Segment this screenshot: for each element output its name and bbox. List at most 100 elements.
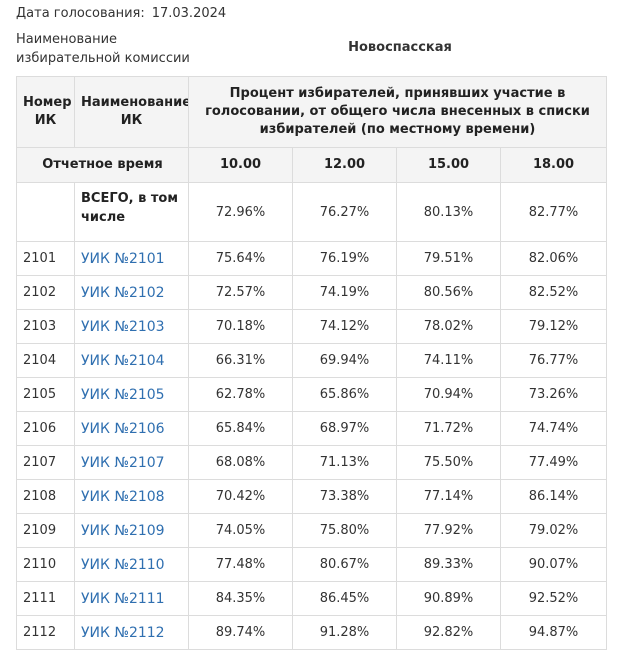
vote-date-label: Дата голосования: [16, 6, 145, 21]
commission-name: Новоспасская [348, 40, 452, 55]
commission-link[interactable]: УИК №2110 [81, 556, 165, 573]
commission-name-cell: УИК №2107 [74, 445, 189, 480]
vote-date: Дата голосования: 17.03.2024 [16, 6, 226, 21]
turnout-value: 79.51% [396, 241, 501, 276]
commission-link[interactable]: УИК №2109 [81, 522, 165, 539]
time-header: 10.00 [188, 147, 293, 183]
commission-name-cell: УИК №2101 [74, 241, 189, 276]
turnout-value: 92.82% [396, 615, 501, 650]
commission-link[interactable]: УИК №2105 [81, 386, 165, 403]
table-row: 2107 УИК №2107 68.08% 71.13% 75.50% 77.49% [16, 445, 607, 480]
turnout-value: 74.12% [292, 309, 397, 344]
turnout-value: 75.80% [292, 513, 397, 548]
turnout-value: 68.97% [292, 411, 397, 446]
commission-link[interactable]: УИК №2101 [81, 250, 165, 267]
commission-name-cell: УИК №2109 [74, 513, 189, 548]
turnout-value: 78.02% [396, 309, 501, 344]
turnout-value: 70.18% [188, 309, 293, 344]
commission-name-cell: УИК №2106 [74, 411, 189, 446]
commission-link[interactable]: УИК №2112 [81, 624, 165, 641]
turnout-value: 65.86% [292, 377, 397, 412]
total-row: ВСЕГО, в том числе 72.96% 76.27% 80.13% … [16, 182, 607, 242]
total-value: 72.96% [188, 182, 293, 242]
column-header-number: Номер ИК [16, 76, 75, 148]
commission-number: 2107 [16, 445, 75, 480]
commission-number: 2112 [16, 615, 75, 650]
vote-date-value: 17.03.2024 [151, 6, 227, 21]
turnout-value: 94.87% [500, 615, 607, 650]
commission-number: 2102 [16, 275, 75, 310]
turnout-value: 76.77% [500, 343, 607, 378]
turnout-value: 92.52% [500, 581, 607, 616]
turnout-value: 77.48% [188, 547, 293, 582]
commission-number: 2109 [16, 513, 75, 548]
table-row: 2105 УИК №2105 62.78% 65.86% 70.94% 73.26% [16, 377, 607, 412]
time-header: 15.00 [396, 147, 501, 183]
time-header: 18.00 [500, 147, 607, 183]
turnout-value: 75.64% [188, 241, 293, 276]
turnout-value: 73.38% [292, 479, 397, 514]
column-header-percent: Процент избирателей, принявших участие в… [188, 76, 607, 148]
report-time-row: Отчетное время 10.00 12.00 15.00 18.00 [16, 147, 607, 183]
commission-number: 2111 [16, 581, 75, 616]
turnout-value: 80.56% [396, 275, 501, 310]
table-row: 2103 УИК №2103 70.18% 74.12% 78.02% 79.12% [16, 309, 607, 344]
turnout-value: 86.14% [500, 479, 607, 514]
turnout-value: 77.14% [396, 479, 501, 514]
total-number-cell [16, 182, 75, 242]
table-row: 2110 УИК №2110 77.48% 80.67% 89.33% 90.07% [16, 547, 607, 582]
commission-link[interactable]: УИК №2104 [81, 352, 165, 369]
column-header-name: Наименование ИК [74, 76, 189, 148]
turnout-value: 65.84% [188, 411, 293, 446]
table-row: 2109 УИК №2109 74.05% 75.80% 77.92% 79.02% [16, 513, 607, 548]
turnout-value: 90.89% [396, 581, 501, 616]
commission-link[interactable]: УИК №2107 [81, 454, 165, 471]
total-label: ВСЕГО, в том числе [74, 182, 189, 242]
commission-label-line1: Наименование [16, 32, 118, 47]
commission-number: 2104 [16, 343, 75, 378]
commission-name-cell: УИК №2112 [74, 615, 189, 650]
commission-name-cell: УИК №2108 [74, 479, 189, 514]
commission-number: 2108 [16, 479, 75, 514]
turnout-value: 82.06% [500, 241, 607, 276]
commission-link[interactable]: УИК №2103 [81, 318, 165, 335]
turnout-value: 74.11% [396, 343, 501, 378]
turnout-value: 80.67% [292, 547, 397, 582]
commission-name-cell: УИК №2102 [74, 275, 189, 310]
total-value: 80.13% [396, 182, 501, 242]
table-row: 2106 УИК №2106 65.84% 68.97% 71.72% 74.74% [16, 411, 607, 446]
table-row: 2111 УИК №2111 84.35% 86.45% 90.89% 92.52% [16, 581, 607, 616]
commission-name-cell: УИК №2110 [74, 547, 189, 582]
turnout-value: 79.12% [500, 309, 607, 344]
commission-link[interactable]: УИК №2102 [81, 284, 165, 301]
turnout-value: 77.49% [500, 445, 607, 480]
turnout-value: 75.50% [396, 445, 501, 480]
commission-link[interactable]: УИК №2111 [81, 590, 165, 607]
turnout-value: 86.45% [292, 581, 397, 616]
commission-link[interactable]: УИК №2108 [81, 488, 165, 505]
turnout-value: 74.05% [188, 513, 293, 548]
time-header: 12.00 [292, 147, 397, 183]
commission-link[interactable]: УИК №2106 [81, 420, 165, 437]
report-time-label: Отчетное время [16, 147, 189, 183]
total-value: 76.27% [292, 182, 397, 242]
table-row: 2108 УИК №2108 70.42% 73.38% 77.14% 86.14% [16, 479, 607, 514]
turnout-value: 84.35% [188, 581, 293, 616]
turnout-value: 91.28% [292, 615, 397, 650]
turnout-value: 71.13% [292, 445, 397, 480]
table-row: 2112 УИК №2112 89.74% 91.28% 92.82% 94.87% [16, 615, 607, 650]
turnout-value: 71.72% [396, 411, 501, 446]
turnout-value: 89.33% [396, 547, 501, 582]
turnout-value: 90.07% [500, 547, 607, 582]
turnout-value: 70.94% [396, 377, 501, 412]
commission-number: 2110 [16, 547, 75, 582]
table-row: 2104 УИК №2104 66.31% 69.94% 74.11% 76.77% [16, 343, 607, 378]
turnout-value: 74.74% [500, 411, 607, 446]
table-row: 2101 УИК №2101 75.64% 76.19% 79.51% 82.06% [16, 241, 607, 276]
commission-label: Наименование избирательной комиссии [16, 30, 190, 68]
turnout-value: 89.74% [188, 615, 293, 650]
turnout-value: 66.31% [188, 343, 293, 378]
commission-name-cell: УИК №2111 [74, 581, 189, 616]
commission-label-line2: избирательной комиссии [16, 51, 190, 66]
turnout-value: 62.78% [188, 377, 293, 412]
